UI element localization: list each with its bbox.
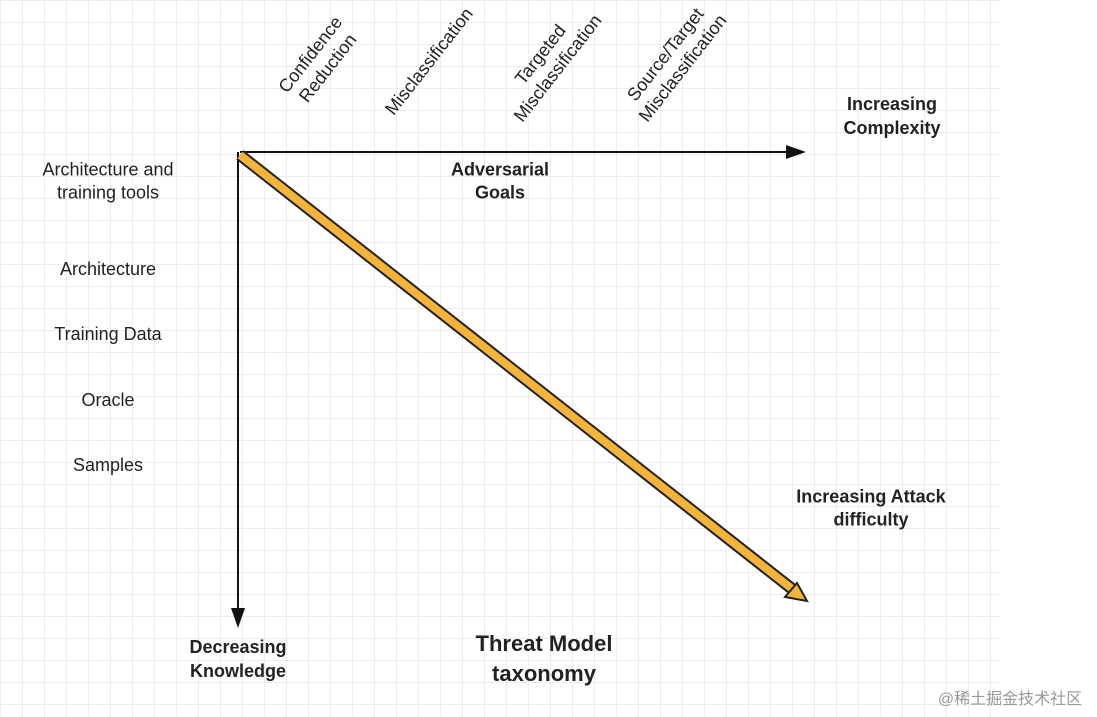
x-axis-end-label: Complexity [843,118,940,138]
diagonal-label: Increasing Attack [796,486,946,506]
diagonal-label: difficulty [834,509,909,529]
x-axis-title: Adversarial [451,159,549,179]
y-arrowhead [231,608,245,628]
y-axis-end-label: Knowledge [190,661,286,681]
knowledge-label: Oracle [81,390,134,410]
knowledge-label: training tools [57,182,159,202]
x-axis-end-label: Increasing [847,94,937,114]
goal-label: Misclassification [381,4,477,119]
knowledge-label: Architecture [60,259,156,279]
title: Threat Model [476,631,613,656]
knowledge-label: Training Data [54,324,162,344]
knowledge-label: Samples [73,455,143,475]
knowledge-label: Architecture and [42,159,173,179]
diagonal-arrow [236,150,809,603]
x-axis-title: Goals [475,182,525,202]
y-axis-end-label: Decreasing [189,637,286,657]
x-arrowhead [786,145,806,159]
watermark: @稀土掘金技术社区 [938,690,1082,708]
title: taxonomy [492,661,597,686]
